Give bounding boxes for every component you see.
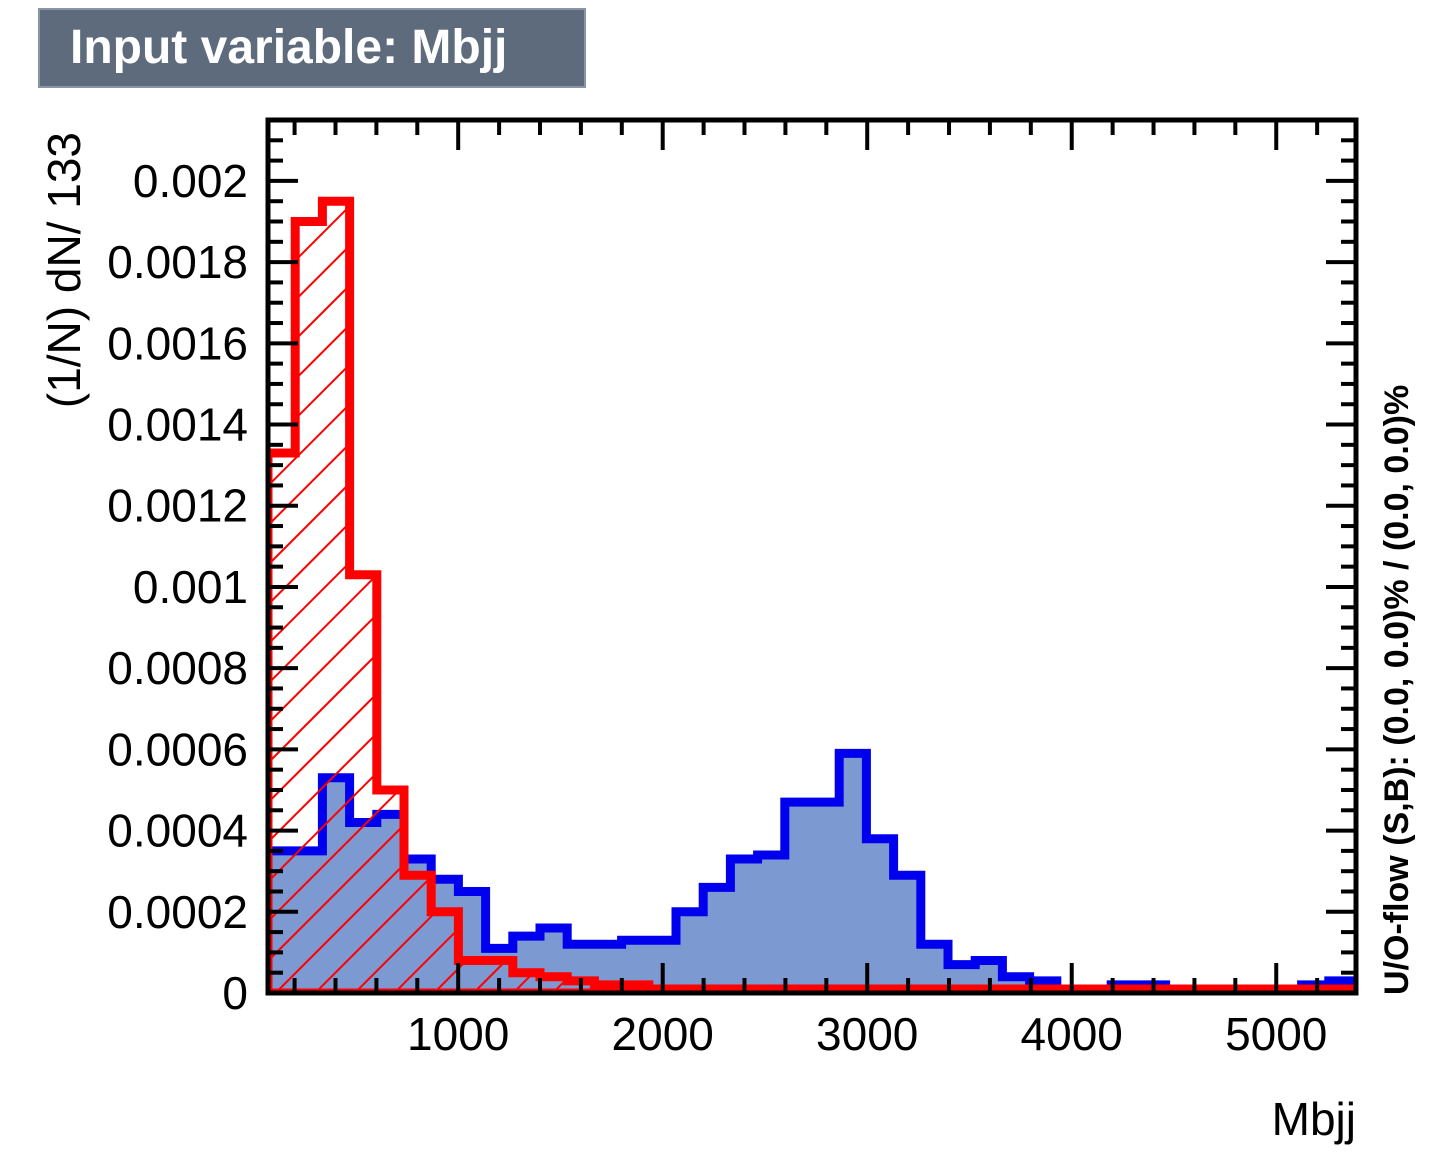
series-group (268, 196, 1356, 993)
plot-area (268, 196, 1356, 993)
x-tick-label: 2000 (612, 1008, 714, 1060)
overflow-note: U/O-flow (S,B): (0.0, 0.0)% / (0.0, 0.0)… (1378, 385, 1416, 995)
x-tick-label: 4000 (1021, 1008, 1123, 1060)
plot-frame (265, 117, 1359, 996)
y-tick-label: 0.0014 (107, 399, 248, 451)
y-tick-label: 0.0008 (107, 642, 248, 694)
y-tick-labels: 0 0.0002 0.0004 0.0006 0.0008 0.001 0.0012 0.00… (107, 155, 248, 1019)
y-tick-label: 0.001 (133, 561, 248, 613)
x-tick-label: 5000 (1225, 1008, 1327, 1060)
x-tick-labels: 1000 2000 3000 4000 5000 (407, 1008, 1327, 1060)
y-tick-label: 0.0018 (107, 236, 248, 288)
y-axis-label: (1/N) dN/ 133 (38, 132, 90, 408)
x-axis-label: Mbjj (1272, 1093, 1356, 1145)
y-tick-label: 0.002 (133, 155, 248, 207)
y-tick-label: 0.0012 (107, 480, 248, 532)
title-box: Input variable: Mbjj (38, 8, 586, 88)
y-tick-label: 0.0002 (107, 886, 248, 938)
axis-ticks (268, 120, 1356, 995)
y-tick-label: 0.0006 (107, 723, 248, 775)
x-tick-label: 1000 (407, 1008, 509, 1060)
background-hatch (268, 201, 1356, 993)
y-tick-label: 0 (222, 967, 248, 1019)
y-tick-label: 0.0016 (107, 317, 248, 369)
chart-title: Input variable: Mbjj (70, 21, 508, 74)
x-tick-label: 3000 (816, 1008, 918, 1060)
y-tick-label: 0.0004 (107, 805, 248, 857)
